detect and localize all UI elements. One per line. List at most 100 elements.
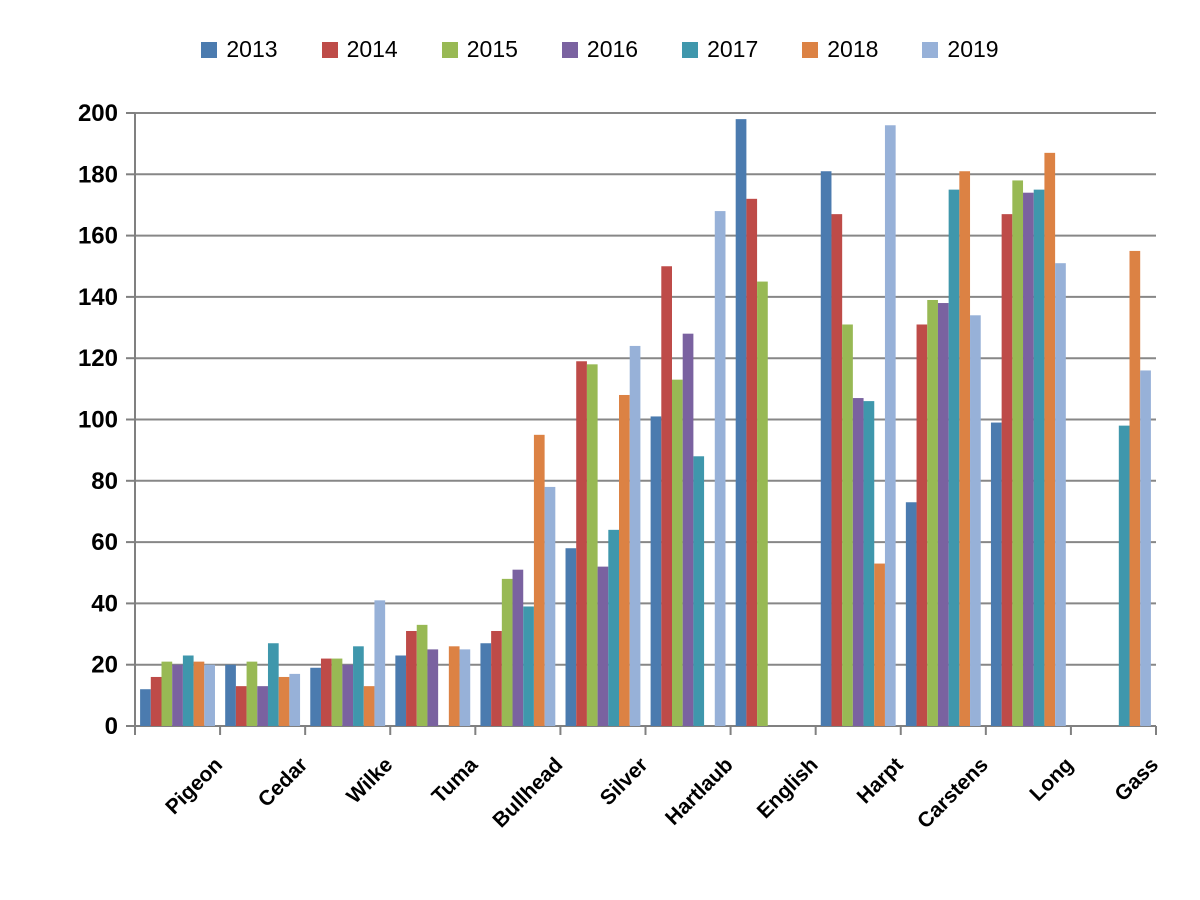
bar-silver-2017 <box>608 529 620 726</box>
bar-tuma-2013 <box>395 655 407 726</box>
bar-hartlaub-2014 <box>661 266 672 726</box>
bar-silver-2015 <box>586 364 598 726</box>
x-category-label-english: English <box>753 753 823 823</box>
bar-bullhead-2017 <box>523 606 534 726</box>
bar-bullhead-2016 <box>512 569 524 726</box>
legend-item-2016: 2016 <box>561 36 639 63</box>
bar-wilke-2015 <box>331 658 343 726</box>
x-category-label-carstens: Carstens <box>913 753 993 833</box>
x-category-label-wilke: Wilke <box>342 753 397 808</box>
legend-swatch-icon <box>561 41 578 58</box>
legend-item-2015: 2015 <box>441 36 518 63</box>
x-category-label-pigeon: Pigeon <box>161 753 227 819</box>
chart-legend: 2013 2014 2015 2016 2017 2018 2019 <box>0 36 1200 63</box>
bar-wilke-2019 <box>374 600 386 726</box>
bar-bullhead-2019 <box>544 486 556 726</box>
bar-tuma-2014 <box>406 630 417 727</box>
x-category-label-silver: Silver <box>596 753 653 810</box>
bar-cedar-2013 <box>225 664 236 726</box>
bar-cedar-2018 <box>278 676 290 726</box>
x-category-label-tuma: Tuma <box>428 753 483 808</box>
bar-pigeon-2016 <box>172 664 183 726</box>
bar-cedar-2019 <box>289 673 301 726</box>
bar-harpt-2017 <box>863 401 875 726</box>
bar-silver-2016 <box>597 566 609 726</box>
bar-harpt-2018 <box>874 563 885 726</box>
bar-bullhead-2015 <box>501 578 513 726</box>
bar-carstens-2013 <box>905 502 917 726</box>
bar-wilke-2016 <box>342 664 354 726</box>
bar-hartlaub-2017 <box>693 456 705 726</box>
bar-carstens-2018 <box>959 171 971 727</box>
bar-wilke-2017 <box>353 646 364 726</box>
legend-label: 2014 <box>346 36 398 62</box>
bar-pigeon-2015 <box>161 661 173 726</box>
bar-wilke-2013 <box>310 667 321 726</box>
bar-bullhead-2013 <box>480 643 492 726</box>
y-tick-label-80: 80 <box>91 468 118 495</box>
bar-carstens-2015 <box>927 299 938 726</box>
legend-item-2019: 2019 <box>922 36 999 63</box>
bar-silver-2013 <box>565 548 577 726</box>
bar-long-2019 <box>1055 263 1066 726</box>
bar-long-2018 <box>1044 152 1056 727</box>
bar-silver-2014 <box>576 361 587 726</box>
legend-swatch-icon <box>802 41 819 58</box>
bar-pigeon-2019 <box>204 664 215 726</box>
bar-hartlaub-2019 <box>714 211 726 726</box>
bar-bullhead-2018 <box>533 434 545 726</box>
legend-item-2013: 2013 <box>201 36 278 63</box>
y-tick-label-100: 100 <box>78 407 118 434</box>
bar-hartlaub-2016 <box>682 333 694 726</box>
bar-cedar-2016 <box>257 686 268 726</box>
y-tick-label-120: 120 <box>78 345 118 372</box>
legend-swatch-icon <box>441 41 458 58</box>
bar-cedar-2014 <box>235 686 247 726</box>
bar-harpt-2014 <box>831 214 843 726</box>
bar-tuma-2019 <box>459 649 471 727</box>
x-category-label-hartlaub: Hartlaub <box>661 753 738 830</box>
bar-harpt-2015 <box>842 324 853 726</box>
bar-long-2017 <box>1033 189 1045 727</box>
y-tick-label-160: 160 <box>78 223 118 250</box>
bar-gass-2018 <box>1129 250 1141 726</box>
legend-swatch-icon <box>922 41 939 58</box>
y-tick-label-180: 180 <box>78 161 118 188</box>
x-category-label-long: Long <box>1025 753 1078 806</box>
y-tick-label-40: 40 <box>91 590 118 617</box>
legend-item-2018: 2018 <box>802 36 878 63</box>
legend-item-2017: 2017 <box>682 36 758 63</box>
bar-carstens-2016 <box>937 303 949 726</box>
bar-silver-2019 <box>629 345 641 726</box>
legend-label: 2016 <box>586 36 639 62</box>
bar-gass-2019 <box>1140 370 1151 726</box>
legend-swatch-icon <box>321 41 338 58</box>
bar-pigeon-2017 <box>182 655 194 726</box>
bar-silver-2018 <box>619 394 630 726</box>
bar-english-2014 <box>746 198 758 726</box>
bar-pigeon-2013 <box>140 689 151 726</box>
y-tick-label-0: 0 <box>105 713 118 740</box>
bar-bullhead-2014 <box>491 630 502 727</box>
legend-label: 2015 <box>466 36 518 62</box>
bar-hartlaub-2015 <box>672 379 683 726</box>
bar-tuma-2018 <box>448 646 460 726</box>
bar-tuma-2016 <box>427 649 439 727</box>
legend-item-2014: 2014 <box>321 36 398 63</box>
bar-long-2013 <box>990 422 1002 726</box>
y-tick-label-20: 20 <box>91 652 118 679</box>
bar-english-2015 <box>757 281 768 726</box>
bar-cedar-2017 <box>267 643 279 726</box>
legend-swatch-icon <box>682 41 699 58</box>
bar-cedar-2015 <box>246 661 258 726</box>
bar-carstens-2014 <box>916 324 928 726</box>
bar-wilke-2014 <box>320 658 332 726</box>
bar-long-2014 <box>1001 214 1013 726</box>
bar-harpt-2019 <box>884 125 896 726</box>
bar-harpt-2016 <box>852 398 864 726</box>
bar-wilke-2018 <box>363 686 375 726</box>
legend-label: 2019 <box>947 36 999 62</box>
y-tick-label-140: 140 <box>78 284 118 311</box>
